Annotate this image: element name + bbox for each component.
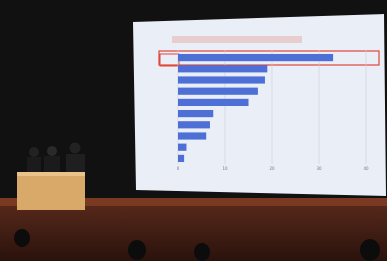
podium	[17, 172, 85, 210]
x-tick-label: 0	[177, 166, 180, 171]
bar	[178, 88, 258, 95]
bar	[178, 99, 249, 106]
bar	[178, 155, 184, 162]
person-body	[44, 156, 60, 173]
bar	[178, 121, 210, 128]
podium-top	[17, 172, 85, 176]
photo: 0 10 20 30 40	[0, 0, 387, 261]
bar	[178, 144, 186, 151]
bar	[178, 54, 333, 61]
audience-head	[194, 243, 210, 261]
audience-head	[128, 240, 146, 260]
x-tick-label: 40	[363, 166, 369, 171]
bar	[178, 110, 213, 117]
bar	[178, 132, 206, 139]
x-tick-label: 30	[316, 166, 322, 171]
bar	[178, 65, 267, 72]
person-body	[66, 154, 85, 174]
person-body	[27, 157, 41, 173]
bar	[178, 76, 265, 83]
person-head	[70, 143, 81, 154]
x-tick-label: 20	[269, 166, 275, 171]
person-head	[47, 146, 57, 156]
audience-head	[360, 239, 380, 261]
x-tick-label: 10	[222, 166, 228, 171]
audience-head	[14, 229, 30, 247]
person-head	[29, 147, 39, 157]
page: 010203040 (() => { const data = JSON.par…	[0, 0, 387, 261]
slide-title-area	[172, 36, 302, 43]
